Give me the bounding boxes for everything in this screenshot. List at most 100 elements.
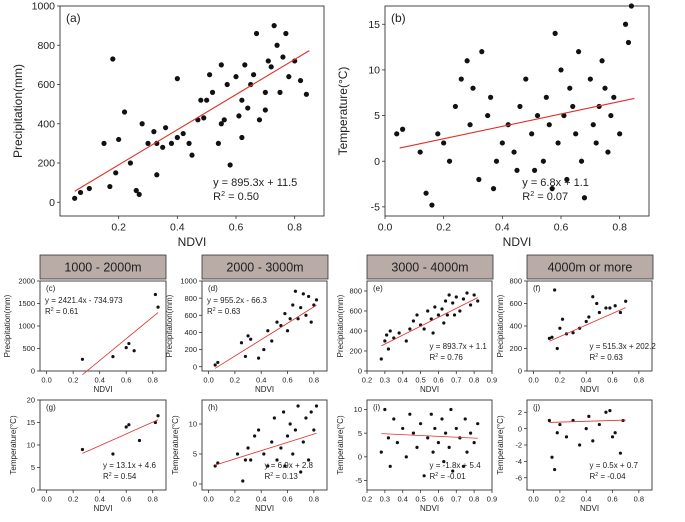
data-point: [262, 107, 268, 113]
x-axis-label: NDVI: [503, 235, 532, 249]
fit-line: [82, 312, 159, 375]
elevation-header-2: 2000 - 3000m: [201, 254, 329, 280]
y-tick-label: 400: [184, 328, 197, 337]
data-point: [476, 299, 480, 303]
data-point: [221, 117, 227, 123]
data-point: [436, 313, 441, 317]
data-point: [392, 417, 396, 421]
r-squared: R2 = 0.61: [45, 307, 79, 316]
fit-line: [215, 432, 317, 466]
y-tick-label: 200: [184, 345, 197, 354]
data-point: [127, 341, 131, 346]
r-squared: R2 = -0.04: [590, 472, 627, 481]
y-tick-label: 600: [37, 79, 55, 91]
data-point: [271, 23, 277, 29]
y-axis-label: Precipitation(mm): [496, 294, 505, 357]
data-point: [383, 339, 387, 343]
data-point: [243, 354, 248, 359]
x-tick-label: 0.2: [230, 376, 240, 385]
data-point: [299, 305, 303, 310]
data-point: [584, 319, 588, 324]
data-point: [242, 62, 248, 68]
data-point: [422, 327, 426, 331]
data-point: [558, 67, 564, 73]
data-point: [426, 436, 430, 440]
data-point: [613, 431, 617, 435]
data-point: [404, 339, 408, 343]
data-point: [472, 441, 476, 445]
panel-label: (g): [46, 403, 56, 412]
data-point: [137, 438, 142, 443]
data-point: [493, 158, 500, 164]
data-point: [581, 195, 588, 201]
data-point: [578, 443, 582, 447]
panel-c: 0.0 0.2 0.4 0.6 0.8 0 500 1000 1500 2000 NDVI Preci…: [3, 277, 167, 394]
data-point: [301, 292, 305, 296]
data-point: [110, 56, 116, 62]
data-point: [215, 140, 221, 146]
data-point: [461, 464, 466, 468]
data-point: [151, 129, 157, 135]
data-point: [400, 126, 406, 132]
data-point: [239, 134, 245, 141]
y-tick-label: 2: [518, 408, 522, 417]
data-point: [587, 315, 591, 319]
panel-label: (h): [208, 403, 218, 412]
y-tick-label: -4: [515, 457, 522, 466]
x-axis-label: NDVI: [178, 235, 207, 249]
data-point: [440, 307, 444, 311]
regression-equation: y = 0.5x + 0.7: [590, 461, 639, 470]
data-point: [253, 30, 260, 37]
data-point: [127, 160, 133, 166]
data-point: [266, 464, 270, 468]
data-point: [590, 122, 596, 128]
y-tick-label: 800: [37, 40, 55, 52]
data-point: [446, 158, 453, 164]
r-squared: R2 = -0.01: [430, 472, 467, 481]
elevation-header-box: [526, 254, 654, 280]
x-tick-label: 0.4: [256, 376, 266, 385]
data-point: [546, 122, 552, 128]
data-point: [610, 435, 615, 439]
data-point: [488, 94, 494, 100]
y-axis-label: Precipitation(mm): [11, 64, 25, 158]
x-tick-label: 0.6: [433, 376, 443, 385]
data-point: [113, 170, 119, 176]
x-tick-label: 0.0: [203, 495, 213, 504]
x-tick-label: 0.8: [469, 495, 479, 504]
data-point: [251, 72, 257, 78]
data-point: [309, 320, 313, 324]
plot-frame: [201, 399, 328, 491]
data-point: [587, 76, 593, 82]
y-tick-label: -6: [515, 473, 522, 482]
data-point: [628, 3, 635, 9]
data-point: [458, 309, 462, 313]
regression-equation: y = -1.8x + 5.4: [430, 461, 482, 470]
y-tick-label: -2: [515, 441, 522, 450]
x-tick-label: 0.4: [397, 495, 407, 504]
data-point: [613, 304, 617, 308]
x-tick-label: 0.2: [68, 376, 78, 385]
elevation-header-3: 3000 - 4000m: [366, 254, 494, 280]
data-point: [458, 436, 462, 440]
data-point: [611, 94, 617, 100]
data-point: [622, 21, 629, 27]
data-point: [293, 289, 298, 293]
data-point: [476, 176, 482, 183]
data-point: [408, 412, 412, 416]
x-tick-label: 0.8: [634, 376, 644, 385]
data-point: [80, 357, 85, 361]
data-point: [617, 131, 623, 137]
x-tick-label: 0.8: [634, 495, 644, 504]
data-point: [246, 446, 250, 450]
r-squared: R2 = 0.13: [265, 472, 299, 481]
data-point: [262, 452, 266, 456]
y-tick-label: -5: [355, 476, 362, 485]
y-tick-label: 10: [368, 65, 380, 77]
data-point: [587, 414, 591, 418]
y-axis-label: Temperature(°C): [336, 67, 350, 156]
data-point: [304, 416, 308, 420]
panel-label: (e): [373, 284, 383, 293]
data-point: [593, 140, 599, 146]
y-axis-label: Precipitation(mm): [165, 294, 174, 357]
